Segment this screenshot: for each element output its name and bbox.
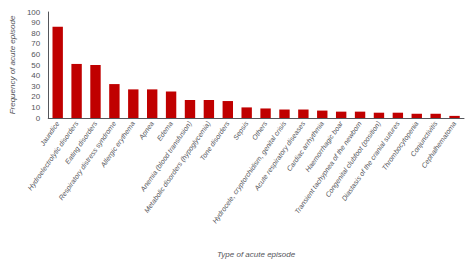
svg-text:100: 100 xyxy=(27,8,41,17)
svg-text:Conjunctivitis: Conjunctivitis xyxy=(409,120,439,158)
svg-text:80: 80 xyxy=(31,29,40,38)
svg-text:Anemia (blood transfusion): Anemia (blood transfusion) xyxy=(139,120,193,193)
svg-text:Haemorrhagic boar: Haemorrhagic boar xyxy=(303,120,344,174)
svg-text:Jaundice: Jaundice xyxy=(38,120,61,147)
svg-text:Others: Others xyxy=(251,120,269,142)
svg-text:Respiratory distress syndrome: Respiratory distress syndrome xyxy=(57,120,118,202)
svg-text:90: 90 xyxy=(31,18,40,27)
svg-text:Sepsis: Sepsis xyxy=(232,120,251,142)
svg-text:Frequency of acute episode: Frequency of acute episode xyxy=(8,15,17,114)
svg-text:40: 40 xyxy=(31,71,40,80)
svg-text:Metabolic disorders (hypoglyce: Metabolic disorders (hypoglycemia) xyxy=(143,120,213,215)
svg-text:70: 70 xyxy=(31,39,40,48)
svg-text:30: 30 xyxy=(31,82,40,91)
svg-text:Allergic erythema: Allergic erythema xyxy=(99,120,137,170)
svg-text:Acute respiratory diseases: Acute respiratory diseases xyxy=(253,120,307,192)
svg-text:Transient tachypnea of the new: Transient tachypnea of the newborn xyxy=(293,120,363,216)
svg-text:Tone disorders: Tone disorders xyxy=(198,120,230,162)
svg-text:Hydrocele, cryptorchidism, gen: Hydrocele, cryptorchidism, genital crisi… xyxy=(211,120,288,226)
svg-text:Edema: Edema xyxy=(155,120,174,142)
svg-text:Thrombocytopenia: Thrombocytopenia xyxy=(380,120,420,172)
svg-text:Hydroelectrolytic disorders: Hydroelectrolytic disorders xyxy=(26,120,80,192)
svg-text:0: 0 xyxy=(36,114,41,123)
svg-text:60: 60 xyxy=(31,50,40,59)
svg-text:20: 20 xyxy=(31,92,40,101)
svg-text:Diastasis of the cranial sutur: Diastasis of the cranial sutures xyxy=(340,120,401,203)
svg-text:Type of acute episode: Type of acute episode xyxy=(217,250,296,259)
svg-text:Cardiac arrhythmia: Cardiac arrhythmia xyxy=(285,120,326,173)
svg-text:50: 50 xyxy=(31,61,40,70)
svg-text:Apnea: Apnea xyxy=(137,120,156,142)
svg-text:Eating disorders: Eating disorders xyxy=(64,120,100,166)
svg-text:Cephalhematoma: Cephalhematoma xyxy=(420,120,458,170)
svg-text:Congenital clubfoot (position): Congenital clubfoot (position) xyxy=(324,120,382,199)
svg-text:10: 10 xyxy=(31,103,40,112)
